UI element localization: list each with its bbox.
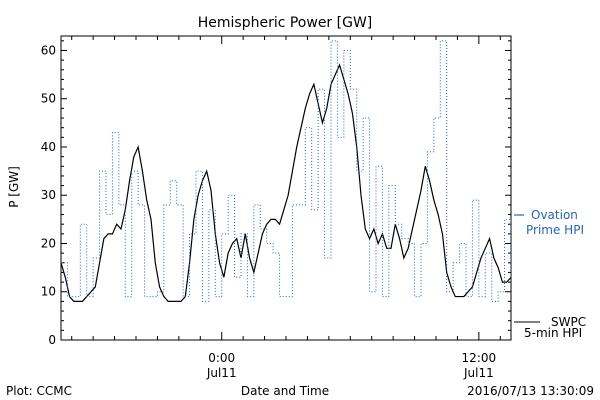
y-tick-label: 40: [41, 140, 56, 154]
footer-left: Plot: CCMC: [6, 384, 72, 398]
y-tick-label: 20: [41, 236, 56, 250]
legend-label-ovation-1: Ovation: [531, 208, 578, 222]
x-tick-label-date: Jul11: [463, 366, 494, 380]
chart-title: Hemispheric Power [GW]: [198, 15, 373, 31]
x-axis-label: Date and Time: [241, 384, 329, 398]
plot-area: 01020304050600:00Jul1112:00Jul110:00Jul1…: [41, 35, 512, 380]
y-tick-label: 50: [41, 92, 56, 106]
y-tick-label: 30: [41, 188, 56, 202]
x-tick-label-time: 12:00: [462, 351, 497, 365]
x-tick-label-time: 0:00: [208, 351, 235, 365]
y-tick-label: 60: [41, 43, 56, 57]
y-tick-label: 10: [41, 285, 56, 299]
x-tick-label-date: Jul11: [206, 366, 237, 380]
series-line-swpc: [61, 63, 511, 302]
legend-label-swpc-2: 5-min HPI: [524, 326, 582, 340]
legend-label-swpc-1: SWPC: [551, 315, 586, 329]
y-tick-label: 0: [48, 333, 56, 347]
y-axis-label: P [GW]: [7, 166, 21, 208]
footer-right: 2016/07/13 13:30:09: [467, 384, 594, 398]
series-line-ovation: [61, 40, 511, 302]
legend-label-ovation-2: Prime HPI: [526, 223, 584, 237]
